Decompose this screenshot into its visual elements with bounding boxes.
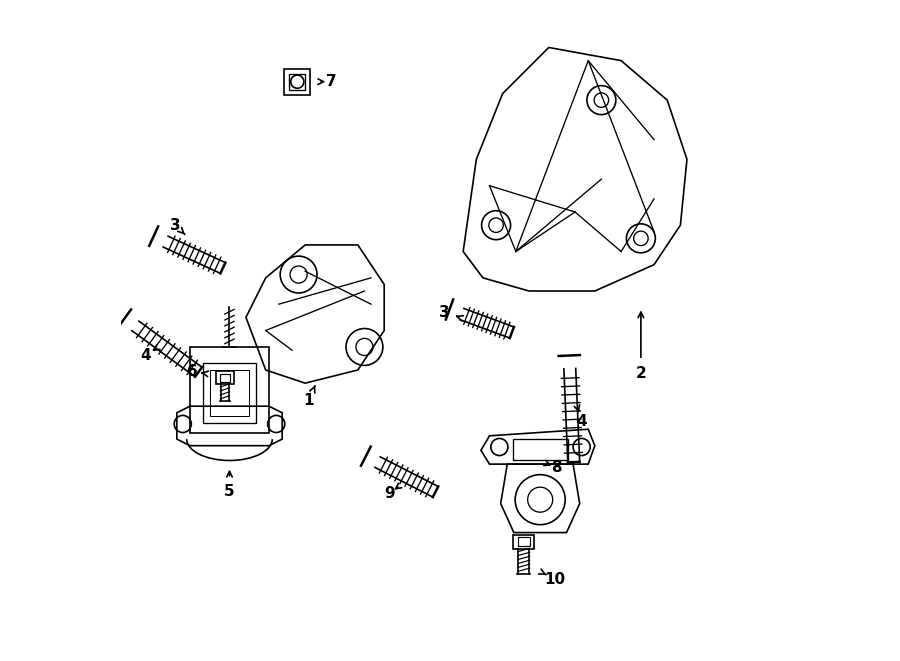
Text: 3: 3 <box>170 217 181 233</box>
Bar <box>512 439 569 460</box>
Text: 7: 7 <box>326 74 337 89</box>
Text: 4: 4 <box>576 414 587 429</box>
Bar <box>190 347 269 432</box>
Text: 5: 5 <box>224 485 235 499</box>
Bar <box>518 537 529 547</box>
Bar <box>220 374 230 382</box>
Bar <box>210 370 249 416</box>
Bar <box>513 535 535 549</box>
Text: 6: 6 <box>186 364 197 379</box>
Bar <box>290 74 305 90</box>
Bar <box>284 69 310 95</box>
Bar <box>216 371 234 385</box>
Text: 2: 2 <box>635 366 646 381</box>
Text: 3: 3 <box>439 305 450 319</box>
Text: 10: 10 <box>544 572 566 587</box>
Bar <box>203 364 256 422</box>
Text: 9: 9 <box>384 486 395 500</box>
Text: 8: 8 <box>552 460 562 475</box>
Text: 4: 4 <box>140 348 151 363</box>
Text: 1: 1 <box>303 393 314 408</box>
